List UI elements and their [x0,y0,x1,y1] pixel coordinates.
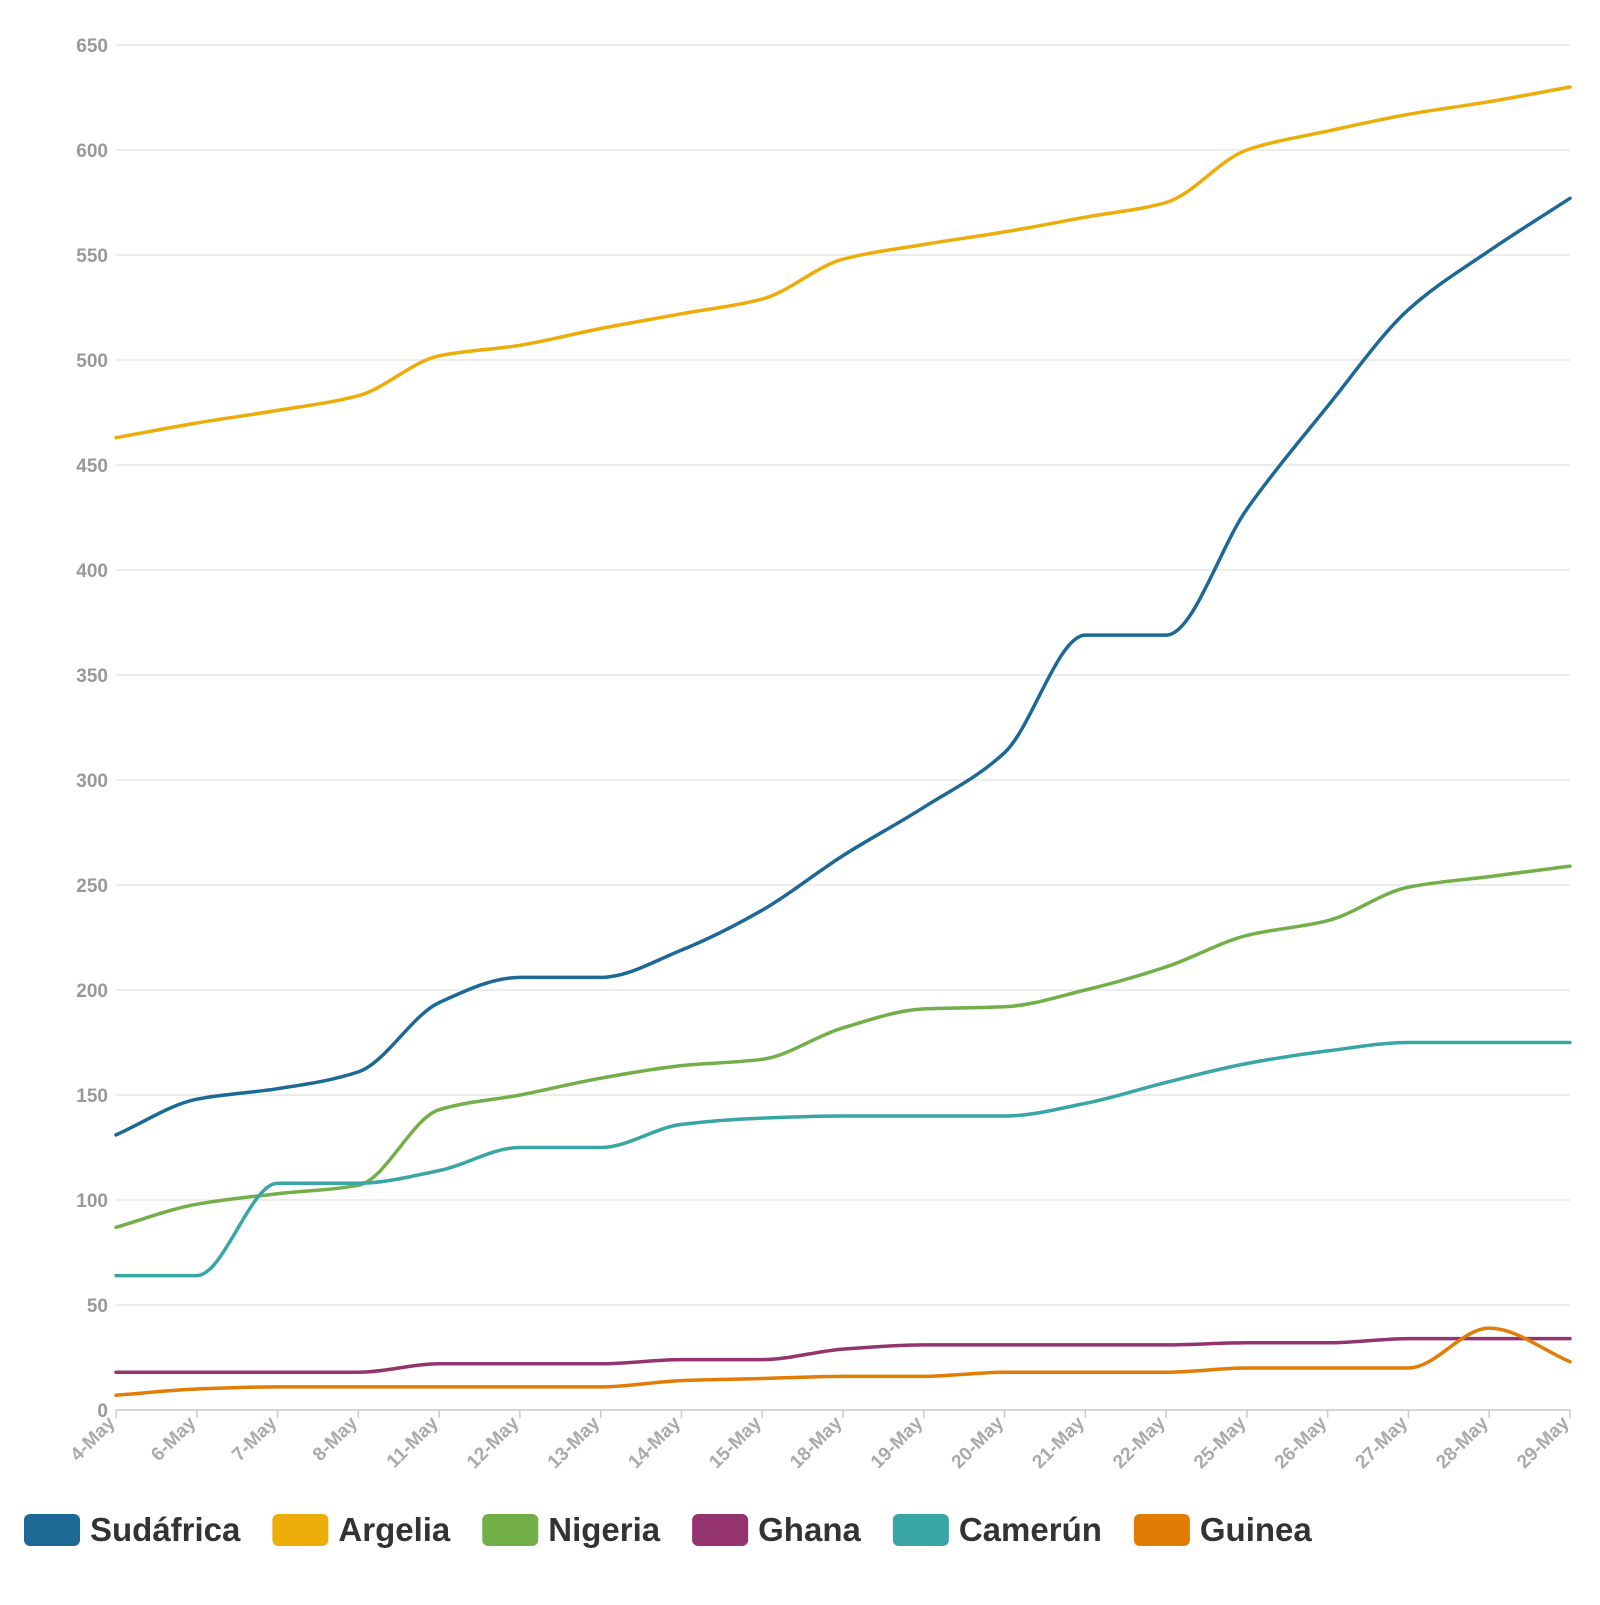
x-tick-label: 13-May [544,1412,605,1473]
series-line-nigeria [114,864,1572,1230]
legend-item-nigeria: Nigeria [482,1511,661,1548]
x-tick-label: 15-May [705,1412,766,1473]
legend-swatch [482,1514,539,1546]
grid-layer [116,44,1570,1411]
y-tick-label: 100 [76,1191,108,1212]
series-line-guinea [114,1326,1572,1398]
x-tick-label: 20-May [948,1412,1009,1473]
x-tick-label: 29-May [1513,1412,1574,1473]
legend-label: Argelia [338,1511,451,1548]
y-tick-label: 50 [87,1296,108,1317]
legend-item-sudafrica: Sudáfrica [24,1511,241,1548]
x-tick-label: 26-May [1271,1412,1332,1473]
y-tick-label: 300 [76,771,108,792]
x-tick-label: 4-May [67,1412,120,1465]
y-tick-label: 250 [76,876,108,897]
series-line-argelia [114,85,1572,440]
y-tick-label: 200 [76,981,108,1002]
x-tick-label: 22-May [1109,1412,1170,1473]
x-tick-label: 21-May [1028,1412,1089,1473]
legend-item-camerun: Camerún [892,1511,1102,1548]
x-tick-label: 14-May [625,1412,686,1473]
y-tick-label: 600 [76,141,108,162]
series-layer [114,85,1572,1398]
series-line-ghana [114,1336,1572,1374]
y-tick-label: 650 [76,36,108,57]
x-axis: 4-May 6-May 7-May 8-May 11-May 12-May 13-May 14… [67,1409,1574,1473]
legend-label: Sudáfrica [90,1511,241,1548]
legend-label: Guinea [1200,1511,1313,1548]
x-tick-label: 25-May [1190,1412,1251,1473]
y-tick-label: 450 [76,456,108,477]
series-line-sudafrica [114,196,1572,1137]
x-tick-label: 11-May [383,1412,443,1472]
y-tick-label: 400 [76,561,108,582]
legend-swatch [272,1514,329,1546]
x-tick-label: 28-May [1432,1412,1493,1473]
series-line-camerun [114,1040,1572,1278]
x-tick-label: 18-May [786,1412,847,1473]
legend-item-argelia: Argelia [272,1511,451,1548]
legend-item-guinea: Guinea [1133,1511,1313,1548]
x-tick-label: 12-May [463,1412,524,1473]
legend-swatch [1133,1514,1190,1546]
legend-label: Nigeria [548,1511,661,1548]
legend-swatch [892,1514,949,1546]
y-tick-label: 0 [97,1401,108,1422]
x-tick-label: 7-May [228,1412,281,1465]
x-tick-label: 6-May [147,1412,200,1465]
y-tick-label: 500 [76,351,108,372]
legend-label: Ghana [758,1511,861,1548]
x-tick-label: 27-May [1352,1412,1413,1473]
y-tick-label: 350 [76,666,108,687]
y-tick-label: 550 [76,246,108,267]
x-tick-label: 19-May [867,1412,928,1473]
legend-swatch [692,1514,749,1546]
legend-label: Camerún [959,1511,1102,1548]
y-tick-label: 150 [76,1086,108,1107]
legend-swatch [24,1514,80,1546]
legend-item-ghana: Ghana [692,1511,861,1548]
x-tick-label: 8-May [309,1412,362,1465]
y-axis: 0 50 100 150 200 250 300 350 400 450 500 550 600 650 [76,36,108,1422]
legend: Sudáfrica Argelia Nigeria Ghana Camerún Guine… [24,1511,1312,1548]
